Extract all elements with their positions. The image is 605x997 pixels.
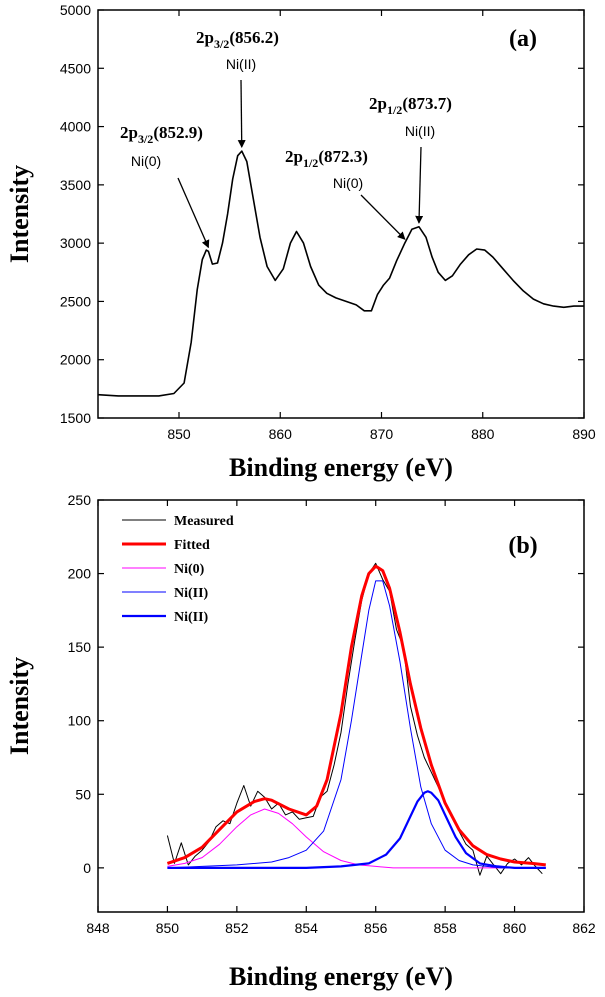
legend-label: Ni(0): [174, 562, 205, 577]
panel-b-plot-frame: [97, 499, 585, 913]
panel-b-x-tick-label: 858: [433, 920, 457, 936]
annotation-orbital-label: 2p3/2(852.9): [120, 123, 203, 146]
annotation-arrow: [360, 194, 406, 240]
panel-a-y-tick-label: 5000: [60, 2, 91, 18]
annotation-arrow: [415, 146, 424, 224]
panel-b-x-tick-label: 850: [156, 920, 180, 936]
annotation-arrow: [177, 177, 210, 249]
panel-a-y-tick-label: 4000: [60, 119, 91, 135]
panel-b-series-fitted-line: [166, 564, 546, 867]
annotation-arrow: [237, 79, 246, 149]
panel-a-y-tick-label: 3000: [60, 235, 91, 251]
panel-a-x-axis-title: Binding energy (eV): [229, 453, 453, 482]
annotation-state-label: Ni(0): [333, 175, 363, 191]
panel-b-x-tick-label: 852: [225, 920, 249, 936]
panel-a-y-tick-label: 4500: [60, 60, 91, 76]
panel-a-x-tick-label: 890: [572, 426, 596, 442]
panel-a-chart: 850 860 870 880 890 1500 2000 2500 3000 3500 4000 4…: [5, 2, 596, 482]
annotation-state-label: Ni(II): [226, 56, 256, 72]
panel-b-series-measured-line: [166, 562, 543, 876]
panel-a-x-tick-label: 880: [471, 426, 495, 442]
panel-a-y-tick-label: 1500: [60, 410, 91, 426]
panel-b-y-tick-label: 200: [68, 566, 92, 582]
panel-b-y-tick-label: 100: [68, 713, 92, 729]
panel-b-y-tick-label: 0: [83, 860, 91, 876]
panel-b-series-ni-ii--line: [167, 790, 546, 869]
annotation-orbital-label: 2p1/2(872.3): [285, 147, 368, 170]
panel-a-x-tick-label: 860: [269, 426, 293, 442]
annotation-orbital-label: 2p1/2(873.7): [369, 94, 452, 117]
panel-b-x-tick-label: 862: [572, 920, 596, 936]
panel-b-chart: 848 850 852 854 856 858 860 862 0 50 100 150 200 250 (…: [5, 492, 596, 991]
panel-a-y-axis-title: Intensity: [5, 165, 34, 263]
panel-b-y-axis-title: Intensity: [5, 657, 34, 755]
panel-b-y-tick-label: 150: [68, 639, 92, 655]
panel-b-series-ni-0--line: [167, 808, 546, 869]
panel-b-label: (b): [508, 533, 537, 559]
annotation-state-label: Ni(II): [405, 123, 435, 139]
legend-label: Ni(II): [174, 586, 209, 601]
panel-a-y-tick-label: 3500: [60, 177, 91, 193]
panel-b-x-tick-label: 854: [295, 920, 319, 936]
panel-b-series-ni-ii--line: [167, 580, 546, 869]
panel-a-y-tick-label: 2000: [60, 352, 91, 368]
legend-label: Measured: [174, 514, 234, 529]
legend-label: Ni(II): [174, 610, 209, 625]
panel-b-y-tick-label: 250: [68, 492, 92, 508]
annotation-orbital-label: 2p3/2(856.2): [196, 28, 279, 51]
legend-label: Fitted: [174, 538, 210, 553]
panel-b-x-tick-label: 860: [503, 920, 527, 936]
panel-b-x-axis-title: Binding energy (eV): [229, 962, 453, 991]
panel-a-x-tick-label: 850: [167, 426, 191, 442]
panel-a-x-tick-label: 870: [370, 426, 394, 442]
panel-b-x-tick-label: 848: [86, 920, 110, 936]
panel-a-series-ni-2p-spectrum-line: [97, 150, 584, 397]
panel-a-plot-frame: [97, 9, 585, 419]
panel-a-y-tick-label: 2500: [60, 293, 91, 309]
panel-a-label: (a): [509, 26, 537, 52]
panel-b-x-tick-label: 856: [364, 920, 388, 936]
panel-b-y-tick-label: 50: [75, 786, 91, 802]
annotation-state-label: Ni(0): [131, 153, 161, 169]
